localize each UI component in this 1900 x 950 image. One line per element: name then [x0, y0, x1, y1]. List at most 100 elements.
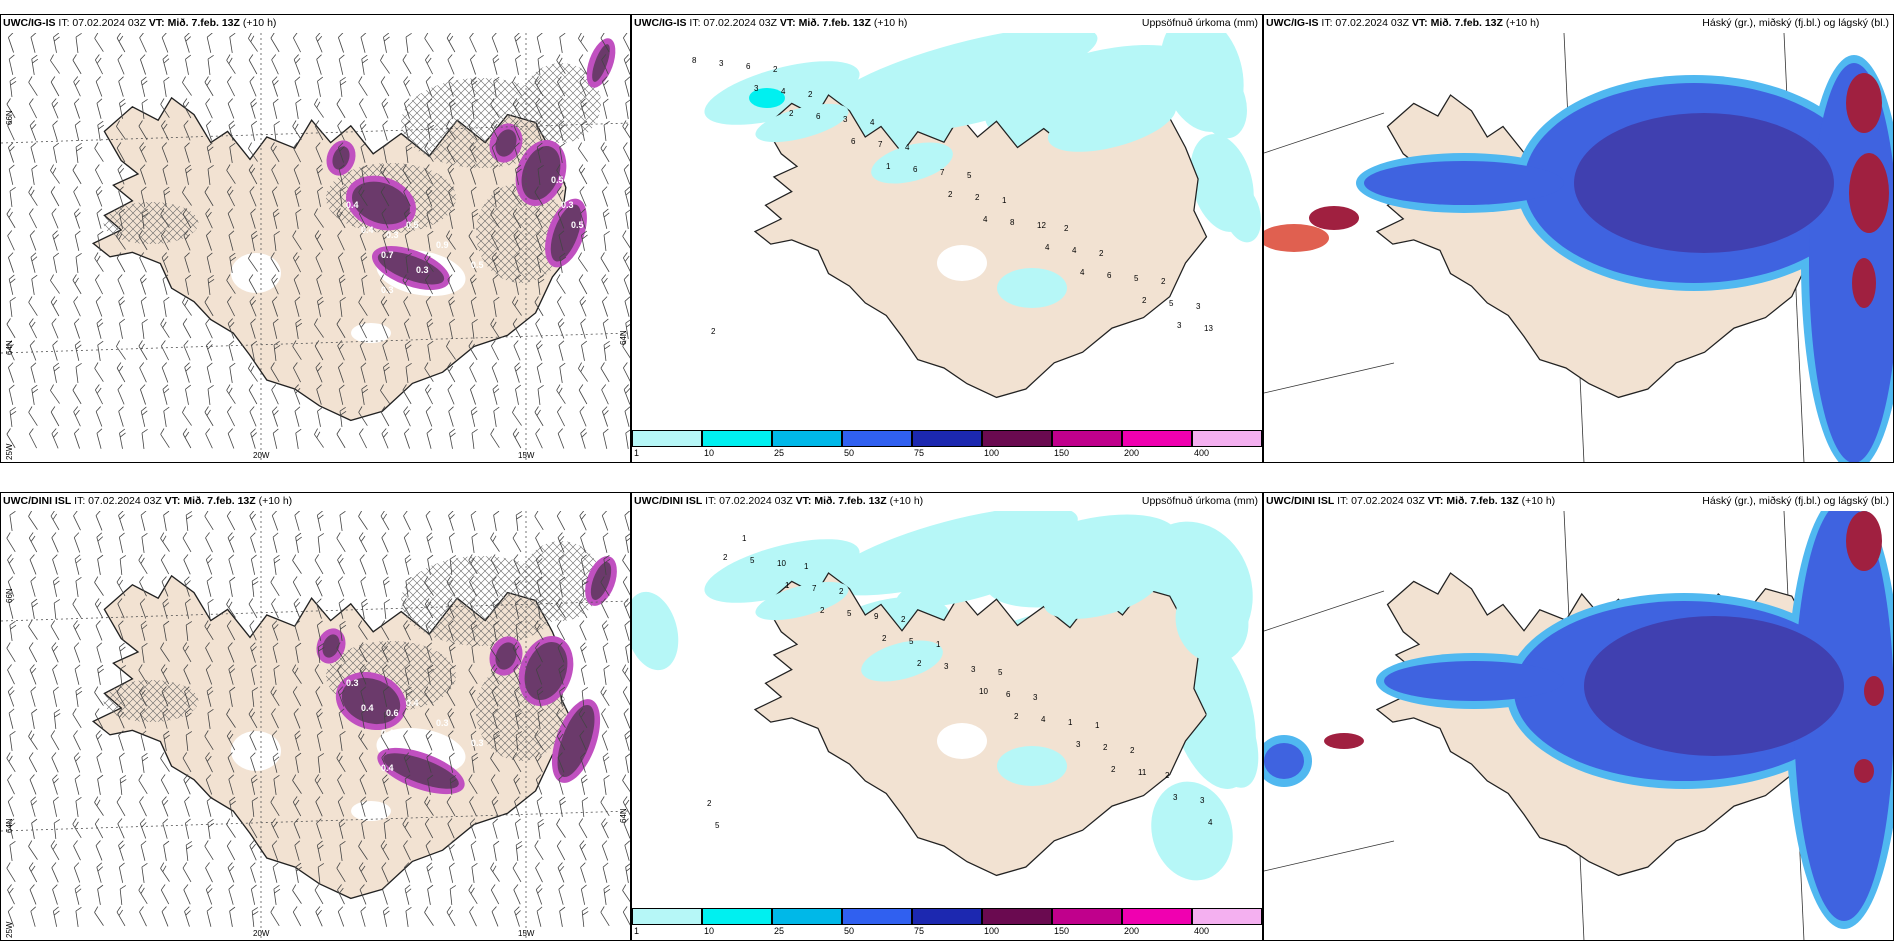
wind-barb — [140, 406, 148, 427]
wind-barb — [248, 33, 258, 52]
wind-barb — [581, 687, 589, 707]
wind-barb — [96, 318, 104, 339]
wind-barb — [602, 532, 609, 553]
wind-barb — [448, 862, 455, 883]
wind-barb — [184, 576, 191, 597]
model-name: UWC/DINI ISL — [634, 495, 703, 507]
wind-barb — [160, 428, 170, 448]
wind-barb — [271, 164, 279, 185]
precip-value-label: 0.5 — [471, 260, 484, 270]
wind-barb — [251, 340, 258, 361]
wind-barb — [162, 598, 170, 619]
wind-barb — [160, 318, 170, 338]
wind-barb — [74, 554, 82, 575]
wind-barb — [471, 862, 478, 883]
wind-barb — [536, 906, 543, 927]
wind-barb — [185, 731, 193, 751]
wind-barb — [185, 511, 193, 531]
wind-barb — [182, 406, 192, 426]
wind-barb — [9, 511, 16, 531]
precip-value-label: 5 — [967, 171, 972, 180]
wind-barb — [534, 620, 544, 640]
wind-barb — [382, 340, 388, 361]
wind-barb — [556, 620, 566, 641]
wind-barb — [248, 598, 258, 619]
wind-barb — [535, 752, 543, 773]
wind-barb — [270, 796, 280, 816]
graticule-line — [1264, 590, 1385, 632]
wind-barb — [491, 576, 499, 597]
precip-value-label: 4 — [905, 143, 910, 152]
wind-barb — [119, 555, 127, 575]
high-cloud-area — [1854, 759, 1874, 783]
wind-barb — [426, 862, 434, 883]
wind-barb — [228, 340, 235, 361]
wind-barb — [380, 406, 390, 427]
precip-light-area — [861, 640, 943, 682]
wind-barb — [358, 840, 368, 860]
precip-value-label: 4 — [983, 215, 988, 224]
precip-value-label: 6 — [1107, 271, 1112, 280]
wind-barb — [315, 33, 323, 53]
wind-barb — [270, 33, 280, 53]
wind-barb — [468, 884, 478, 904]
mid-cloud-area — [1794, 511, 1893, 921]
wind-barb — [603, 554, 611, 575]
wind-barb — [8, 164, 15, 185]
wind-barb — [72, 274, 82, 295]
precip-value-label: 2 — [789, 109, 794, 118]
wind-barb — [383, 362, 390, 383]
wind-barb — [558, 884, 565, 905]
wind-barb — [51, 532, 59, 553]
wind-barb — [316, 511, 324, 531]
wind-barb — [139, 576, 147, 597]
wind-barb — [160, 862, 170, 882]
wind-barb — [470, 164, 476, 185]
wind-barb — [536, 340, 543, 361]
wind-barb — [446, 576, 456, 597]
wind-barb — [272, 752, 280, 773]
init-time: IT: 07.02.2024 03Z — [55, 17, 149, 29]
wind-barb — [602, 428, 609, 449]
wind-barb — [515, 274, 522, 295]
precip-value-label: 2 — [1103, 743, 1108, 752]
precip-light-area — [997, 746, 1067, 786]
wind-barb — [470, 296, 477, 317]
precip-value-label: 3 — [843, 115, 848, 124]
wind-barb — [512, 318, 522, 339]
wind-barb — [204, 186, 214, 207]
wind-barb — [272, 428, 279, 449]
wind-barb — [359, 120, 367, 141]
wind-barb — [292, 576, 302, 597]
wind-barb — [360, 906, 367, 927]
wind-barb — [558, 340, 565, 361]
heavy-precip-area — [495, 642, 517, 670]
wind-barb — [249, 76, 257, 97]
wind-barb — [29, 120, 37, 141]
wind-barb — [534, 186, 544, 207]
wind-barb — [381, 532, 389, 553]
colorbar-label: 1 — [634, 448, 640, 458]
wind-barb — [424, 598, 434, 619]
precip-value-label: 2 — [1014, 712, 1019, 721]
wind-barb — [74, 884, 82, 905]
wind-barb — [446, 230, 456, 250]
wind-barb — [140, 511, 147, 531]
high-cloud-area — [1309, 206, 1359, 230]
wind-barb — [402, 598, 412, 618]
wind-barb — [28, 186, 38, 206]
wind-barb — [74, 208, 81, 229]
model-name: UWC/DINI ISL — [3, 495, 72, 507]
wind-barb — [425, 730, 433, 751]
panel-precip-dini: 2 2 2 2 2 4 1 2 10 3 3 5 5 3 4 11 5 7 5 6 2 3 10 9 3 1 2 1 2 1 3 2 2 1 2 5 1… — [631, 492, 1263, 941]
precip-value-label: 0.3 — [436, 718, 449, 728]
wind-barb — [624, 76, 630, 97]
wind-barb — [163, 511, 170, 531]
precip-light-area — [1205, 694, 1259, 788]
wind-barb — [74, 230, 81, 251]
wind-barb — [96, 208, 103, 229]
wind-barb — [447, 598, 455, 619]
wind-barb — [339, 77, 347, 97]
white-patch — [231, 253, 281, 293]
wind-barb — [581, 907, 589, 927]
